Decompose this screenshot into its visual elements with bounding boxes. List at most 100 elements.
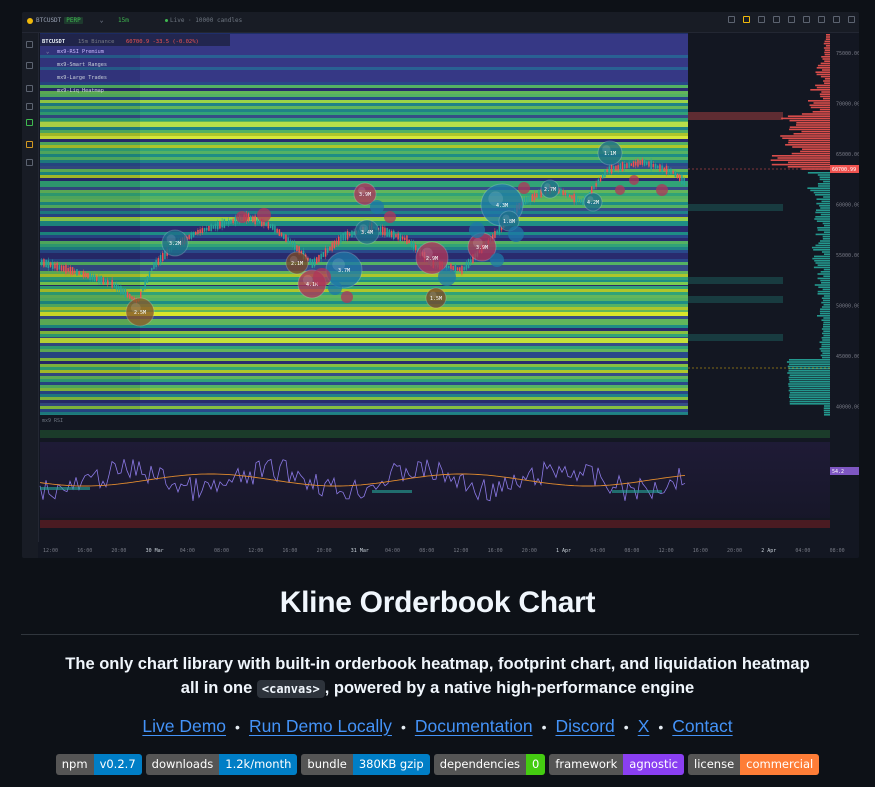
- fullscreen-icon[interactable]: [848, 16, 855, 23]
- dependencies-badge[interactable]: dependencies 0: [433, 754, 546, 775]
- price-axis-label: 45000.00: [836, 354, 859, 360]
- contact-link[interactable]: Contact: [672, 716, 733, 736]
- bubble-label: 4.1M: [306, 282, 318, 288]
- trade-bubble: 1.5M: [425, 287, 447, 309]
- bubble-label: 2.1M: [291, 261, 303, 267]
- link-separator: •: [658, 719, 664, 735]
- bubble-label: 1.1M: [604, 151, 616, 157]
- link-separator: •: [541, 719, 547, 735]
- alert-icon[interactable]: [773, 16, 780, 23]
- settings-icon[interactable]: [788, 16, 795, 23]
- bubble-label: 2.7M: [544, 187, 556, 193]
- description-text: , powered by a native high-performance e…: [324, 679, 695, 697]
- time-axis-label: 04:00: [180, 548, 195, 554]
- badge-key: bundle: [301, 754, 353, 775]
- badge-value: 1.2k/month: [219, 754, 298, 775]
- time-axis-label: 12:00: [248, 548, 263, 554]
- link-separator: •: [235, 719, 240, 735]
- rsi-value-tag: 54.2: [830, 467, 859, 475]
- time-axis-label: 16:00: [488, 548, 503, 554]
- badge-value: v0.2.7: [93, 754, 142, 775]
- description: The only chart library with built-in ord…: [40, 652, 835, 701]
- measure-icon[interactable]: [26, 141, 33, 148]
- time-axis-label: 08:00: [419, 548, 434, 554]
- diamond-icon[interactable]: [743, 16, 750, 23]
- bundle-badge[interactable]: bundle 380KB gzip: [301, 754, 430, 775]
- trade-bubble: 3.9M: [353, 182, 377, 206]
- indicators-icon[interactable]: [728, 16, 735, 23]
- run-demo-locally-link[interactable]: Run Demo Locally: [248, 716, 392, 736]
- price-axis-label: 75000.00: [836, 51, 859, 57]
- toolbar-icons: [728, 16, 855, 23]
- discord-link[interactable]: Discord: [555, 716, 615, 736]
- bubble-label: 1.5M: [430, 296, 442, 302]
- title-divider: [21, 634, 859, 635]
- last-price-value: 60700.99: [832, 167, 856, 173]
- time-axis-label: 31 Mar: [351, 548, 369, 554]
- bubble-label: 4.2M: [587, 200, 599, 206]
- time-axis-label: 04:00: [385, 548, 400, 554]
- documentation-link[interactable]: Documentation: [414, 716, 533, 736]
- chevron-down-icon: ⌄: [99, 17, 104, 24]
- legend-price: 60700.9 -33.5 (-0.02%): [126, 39, 199, 45]
- time-axis-label: 20:00: [317, 548, 332, 554]
- time-axis-label: 20:00: [111, 548, 126, 554]
- overlay-item[interactable]: mx9-Smart Ranges: [57, 62, 107, 68]
- overlay-item[interactable]: mx9-RSI Premium: [57, 49, 104, 55]
- rsi-value: 54.2: [832, 469, 844, 475]
- npm-badge[interactable]: npm v0.2.7: [55, 754, 142, 775]
- trade-bubble: 2.7M: [540, 179, 560, 199]
- description-line-2: all in one <canvas>, powered by a native…: [40, 676, 835, 701]
- trendline-icon[interactable]: [26, 62, 33, 69]
- rectangle-icon[interactable]: [26, 103, 33, 110]
- horizontal-line-icon[interactable]: [26, 85, 33, 92]
- bubble-label: 3.7M: [338, 268, 350, 274]
- time-axis-label: 16:00: [282, 548, 297, 554]
- badge-key: npm: [55, 754, 94, 775]
- time-axis-label: 12:00: [453, 548, 468, 554]
- brush-icon[interactable]: [26, 119, 33, 126]
- live-demo-link[interactable]: Live Demo: [142, 716, 227, 736]
- cursor-icon[interactable]: [26, 41, 33, 48]
- badge-key: downloads: [145, 754, 220, 775]
- framework-badge[interactable]: framework agnostic: [549, 754, 684, 775]
- downloads-badge[interactable]: downloads 1.2k/month: [145, 754, 298, 775]
- x-link[interactable]: X: [637, 716, 650, 736]
- bell-icon[interactable]: [833, 16, 840, 23]
- badge-key: license: [688, 754, 741, 775]
- time-axis-label: 2 Apr: [761, 548, 776, 554]
- time-axis-label: 08:00: [214, 548, 229, 554]
- time-axis-label: 1 Apr: [556, 548, 571, 554]
- chart-legend: BTCUSDT 15m Binance 60700.9 -33.5 (-0.02…: [40, 34, 230, 94]
- time-axis-label: 16:00: [77, 548, 92, 554]
- camera-icon[interactable]: [803, 16, 810, 23]
- timeframe-selector[interactable]: 15m: [118, 17, 129, 24]
- overlay-item[interactable]: mx9-Large Trades: [57, 75, 107, 81]
- badge-value: 380KB gzip: [352, 754, 430, 775]
- bubble-label: 3.9M: [476, 245, 488, 251]
- live-label: Live · 10000 candles: [170, 17, 243, 24]
- chart-canvas[interactable]: 3.2M 2.5M 1.1M 3.9M 4.3M 2.9M 3.7M 4.1M 2.1M 3.4M…: [22, 12, 859, 558]
- description-line-1: The only chart library with built-in ord…: [65, 655, 810, 673]
- badge-row: npm v0.2.7 downloads 1.2k/month bundle 380K…: [0, 754, 875, 775]
- large-trade-bubbles: 3.2M 2.5M 1.1M 3.9M 4.3M 2.9M 3.7M 4.1M 2.1M 3.4M…: [125, 140, 668, 327]
- symbol-selector[interactable]: BTCUSDT PERP ⌄: [27, 17, 103, 24]
- lock-icon[interactable]: [26, 159, 33, 166]
- binance-coin-icon: [27, 17, 33, 24]
- layout-icon[interactable]: [818, 16, 825, 23]
- legend-source: 15m Binance: [78, 39, 114, 45]
- license-badge[interactable]: license commercial: [688, 754, 820, 775]
- page-title: Kline Orderbook Chart: [279, 586, 596, 619]
- price-axis-label: 60000.00: [836, 203, 859, 209]
- rsi-signal-line: [39, 473, 686, 487]
- legend-collapse-icon[interactable]: ⌄: [46, 49, 49, 55]
- symbol-label: BTCUSDT: [36, 17, 62, 24]
- time-axis-label: 20:00: [522, 548, 537, 554]
- bubble-label: 2.5M: [134, 310, 146, 316]
- overlay-item[interactable]: mx9-Liq Heatmap: [57, 88, 104, 94]
- price-axis-label: 70000.00: [836, 102, 859, 108]
- grid-icon[interactable]: [758, 16, 765, 23]
- trade-bubble: 4.2M: [583, 192, 603, 212]
- time-axis-label: 20:00: [727, 548, 742, 554]
- live-status: Live · 10000 candles: [165, 17, 242, 24]
